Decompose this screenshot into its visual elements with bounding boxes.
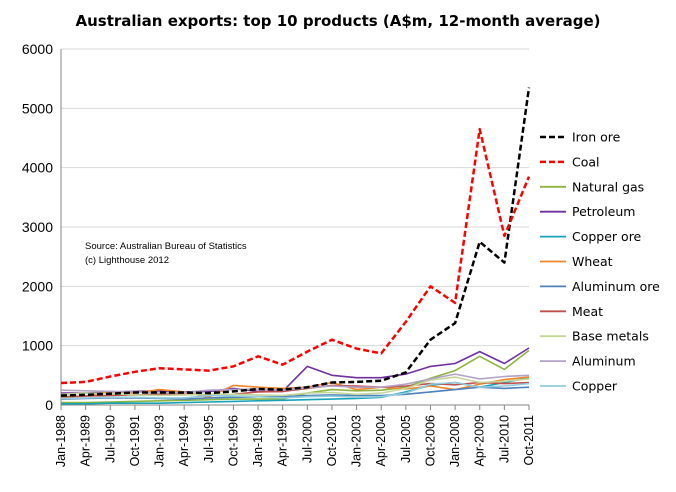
legend-label: Aluminum ore — [572, 279, 660, 294]
legend-label: Iron ore — [572, 130, 621, 145]
y-tick-label: 0 — [45, 397, 53, 413]
legend-label: Base metals — [572, 329, 649, 344]
chart-title: Australian exports: top 10 products (A$m… — [75, 12, 600, 30]
y-tick-label: 1000 — [22, 338, 53, 354]
x-tick-label: Oct-1996 — [226, 415, 240, 466]
series-line — [60, 376, 530, 397]
series-line — [60, 87, 531, 397]
legend-label: Aluminum — [572, 354, 636, 369]
x-tick-label: Apr-1989 — [79, 415, 93, 466]
x-tick-label: Jul-1990 — [103, 415, 117, 463]
x-tick-label: Apr-1999 — [276, 415, 290, 466]
axes: 0 1000 2000 3000 4000 5000 6000 Jan-1988 Apr-198… — [22, 41, 536, 467]
x-tick-label: Jul-1995 — [202, 415, 216, 463]
legend-label: Copper ore — [572, 229, 642, 244]
x-tick-label: Jul-2000 — [300, 415, 314, 463]
y-tick-label: 5000 — [22, 100, 53, 116]
legend-label: Petroleum — [572, 204, 635, 219]
legend-label: Natural gas — [572, 179, 644, 194]
legend-label: Meat — [572, 304, 603, 319]
x-tick-label: Jan-1988 — [54, 415, 68, 467]
x-tick-label: Jan-2003 — [350, 415, 364, 467]
series-line — [60, 127, 531, 385]
x-tick-label: Apr-1994 — [177, 415, 191, 466]
gridlines — [61, 48, 529, 347]
x-tick-label: Oct-1991 — [128, 415, 142, 466]
legend-label: Coal — [572, 154, 600, 169]
x-tick-label: Apr-2009 — [473, 415, 487, 466]
x-tick-label: Jan-1993 — [153, 415, 167, 467]
series-lines — [60, 87, 531, 405]
series-line — [60, 381, 530, 400]
series-line — [61, 347, 530, 394]
y-tick-label: 6000 — [22, 41, 53, 57]
y-tick-label: 4000 — [22, 160, 53, 176]
legend: Iron ore Coal Natural gas Petroleum Copper o… — [540, 130, 660, 394]
x-tick-label: Oct-2006 — [423, 415, 437, 466]
x-tick-label: Oct-2001 — [325, 415, 339, 466]
x-tick-label: Apr-2004 — [374, 415, 388, 466]
y-tick-label: 2000 — [22, 278, 53, 294]
x-tick-label: Oct-2011 — [522, 415, 536, 466]
x-tick-label: Jan-2008 — [448, 415, 462, 467]
source-annotation: Source: Australian Bureau of Statistics — [85, 241, 247, 252]
copyright-annotation: (c) Lighthouse 2012 — [85, 255, 169, 266]
x-tick-label: Jan-1998 — [251, 415, 265, 467]
y-tick-label: 3000 — [22, 219, 53, 235]
x-tick-label: Jul-2005 — [399, 415, 413, 463]
legend-label: Copper — [572, 379, 618, 394]
x-tick-label: Jul-2010 — [497, 415, 511, 463]
source-note: Source: Australian Bureau of Statistics … — [85, 241, 247, 266]
legend-label: Wheat — [572, 254, 613, 269]
